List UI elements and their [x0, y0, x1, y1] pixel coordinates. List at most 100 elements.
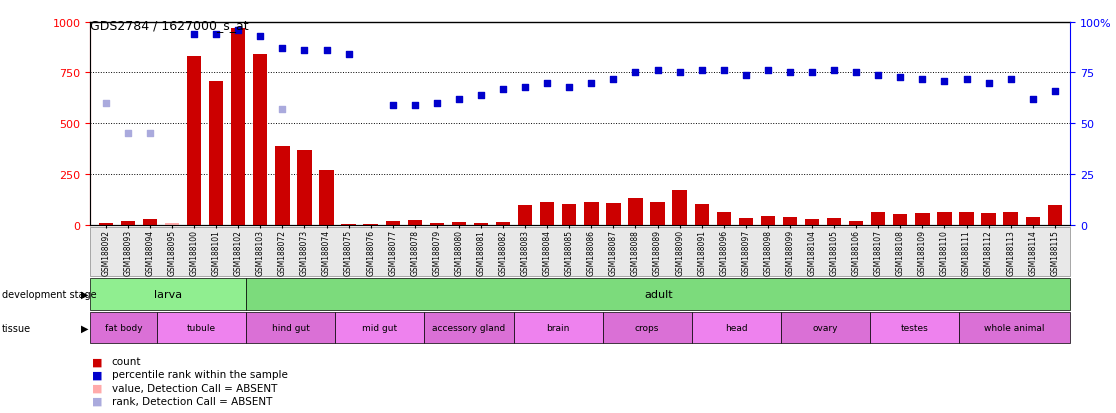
Point — [450, 96, 468, 103]
Point — [759, 68, 777, 75]
Bar — [872, 213, 885, 225]
Bar — [1026, 217, 1040, 225]
Bar — [937, 213, 952, 225]
Bar — [98, 223, 113, 225]
Bar — [209, 81, 223, 225]
Point — [958, 76, 975, 83]
Text: tubule: tubule — [187, 323, 217, 332]
Text: ▶: ▶ — [81, 323, 89, 333]
Bar — [143, 219, 157, 225]
Bar — [584, 203, 598, 225]
Text: accessory gland: accessory gland — [432, 323, 506, 332]
Point — [583, 80, 600, 87]
Bar — [385, 221, 400, 225]
Text: hind gut: hind gut — [272, 323, 310, 332]
Bar — [849, 221, 864, 225]
Bar — [297, 150, 311, 225]
Text: ▶: ▶ — [81, 289, 89, 299]
Bar — [187, 57, 201, 225]
Text: development stage: development stage — [2, 289, 97, 299]
Bar — [407, 220, 422, 225]
Bar — [606, 204, 620, 225]
Text: ■: ■ — [92, 370, 102, 380]
Point — [605, 76, 623, 83]
Point — [229, 28, 247, 34]
Bar — [694, 205, 709, 225]
Bar — [782, 217, 797, 225]
Bar — [540, 203, 555, 225]
Point — [935, 78, 953, 85]
Bar — [474, 223, 488, 225]
Point — [1002, 76, 1020, 83]
Point — [671, 70, 689, 76]
Text: value, Detection Call = ABSENT: value, Detection Call = ABSENT — [112, 383, 277, 393]
Point — [892, 74, 910, 81]
Bar — [562, 205, 577, 225]
Text: rank, Detection Call = ABSENT: rank, Detection Call = ABSENT — [112, 396, 272, 406]
Point — [472, 92, 490, 99]
Bar — [960, 213, 973, 225]
Bar — [628, 199, 643, 225]
Point — [384, 102, 402, 109]
Text: ■: ■ — [92, 396, 102, 406]
Bar — [231, 29, 246, 225]
Text: head: head — [725, 323, 748, 332]
Text: tissue: tissue — [2, 323, 31, 333]
Point — [538, 80, 556, 87]
Text: brain: brain — [547, 323, 570, 332]
Bar — [165, 223, 180, 225]
Bar — [739, 218, 753, 225]
Point — [251, 33, 269, 40]
Bar — [1003, 213, 1018, 225]
Bar — [518, 206, 532, 225]
Point — [339, 52, 357, 58]
Text: larva: larva — [154, 289, 182, 299]
Bar — [496, 223, 510, 225]
Point — [825, 68, 843, 75]
Bar — [121, 221, 135, 225]
Bar — [893, 215, 907, 225]
Point — [273, 46, 291, 52]
Point — [97, 100, 115, 107]
Bar — [761, 216, 776, 225]
Bar — [651, 203, 665, 225]
Point — [318, 48, 336, 55]
Bar — [915, 214, 930, 225]
Text: GDS2784 / 1627000_s_at: GDS2784 / 1627000_s_at — [90, 19, 249, 31]
Text: crops: crops — [635, 323, 660, 332]
Bar — [716, 213, 731, 225]
Text: percentile rank within the sample: percentile rank within the sample — [112, 370, 288, 380]
Point — [693, 68, 711, 75]
Point — [141, 131, 158, 137]
Point — [273, 107, 291, 113]
Bar — [452, 222, 466, 225]
Bar — [430, 223, 444, 225]
Point — [737, 72, 754, 78]
Point — [715, 68, 733, 75]
Point — [847, 70, 865, 76]
Point — [427, 100, 445, 107]
Bar — [319, 171, 334, 225]
Text: testes: testes — [901, 323, 929, 332]
Point — [648, 68, 666, 75]
Point — [517, 84, 535, 91]
Point — [869, 72, 887, 78]
Point — [1023, 96, 1041, 103]
Point — [781, 70, 799, 76]
Text: ■: ■ — [92, 383, 102, 393]
Point — [804, 70, 821, 76]
Point — [560, 84, 578, 91]
Point — [208, 31, 225, 38]
Point — [494, 86, 512, 93]
Text: whole animal: whole animal — [984, 323, 1045, 332]
Text: adult: adult — [644, 289, 673, 299]
Bar — [805, 219, 819, 225]
Bar — [253, 55, 268, 225]
Point — [185, 31, 203, 38]
Text: count: count — [112, 356, 141, 366]
Text: fat body: fat body — [105, 323, 143, 332]
Bar — [673, 191, 686, 225]
Point — [119, 131, 137, 137]
Point — [1046, 88, 1064, 95]
Point — [406, 102, 424, 109]
